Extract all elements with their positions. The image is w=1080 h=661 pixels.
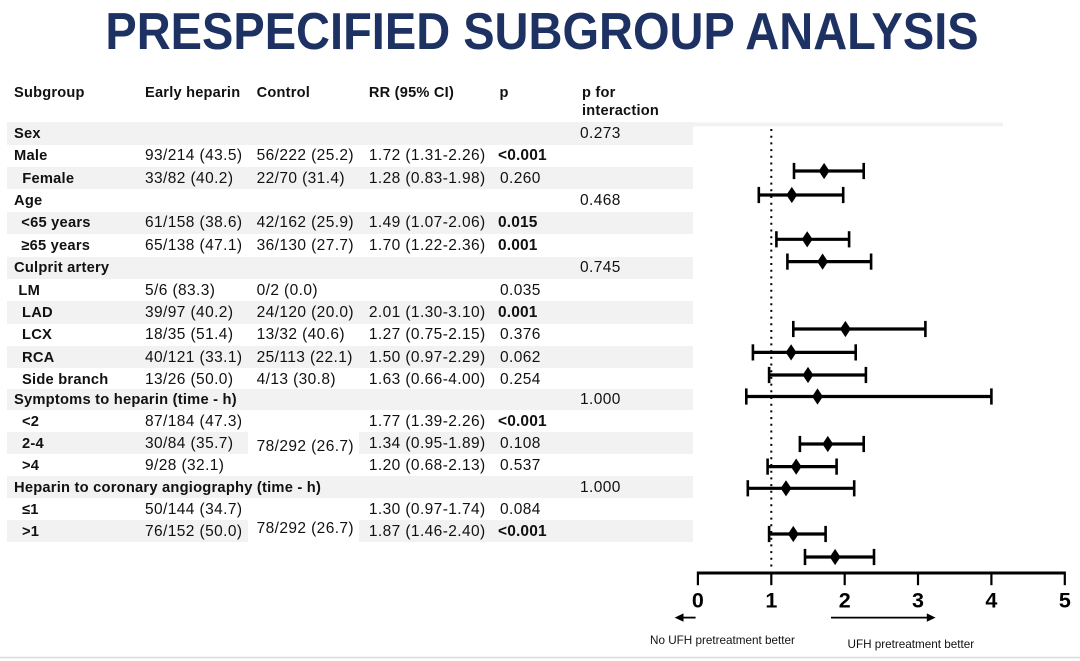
svg-text:3: 3 bbox=[912, 589, 924, 613]
svg-text:4: 4 bbox=[985, 589, 997, 613]
svg-text:1: 1 bbox=[765, 589, 777, 613]
svg-text:2: 2 bbox=[839, 589, 851, 613]
svg-text:0: 0 bbox=[692, 589, 704, 613]
svg-text:5: 5 bbox=[1059, 589, 1071, 613]
